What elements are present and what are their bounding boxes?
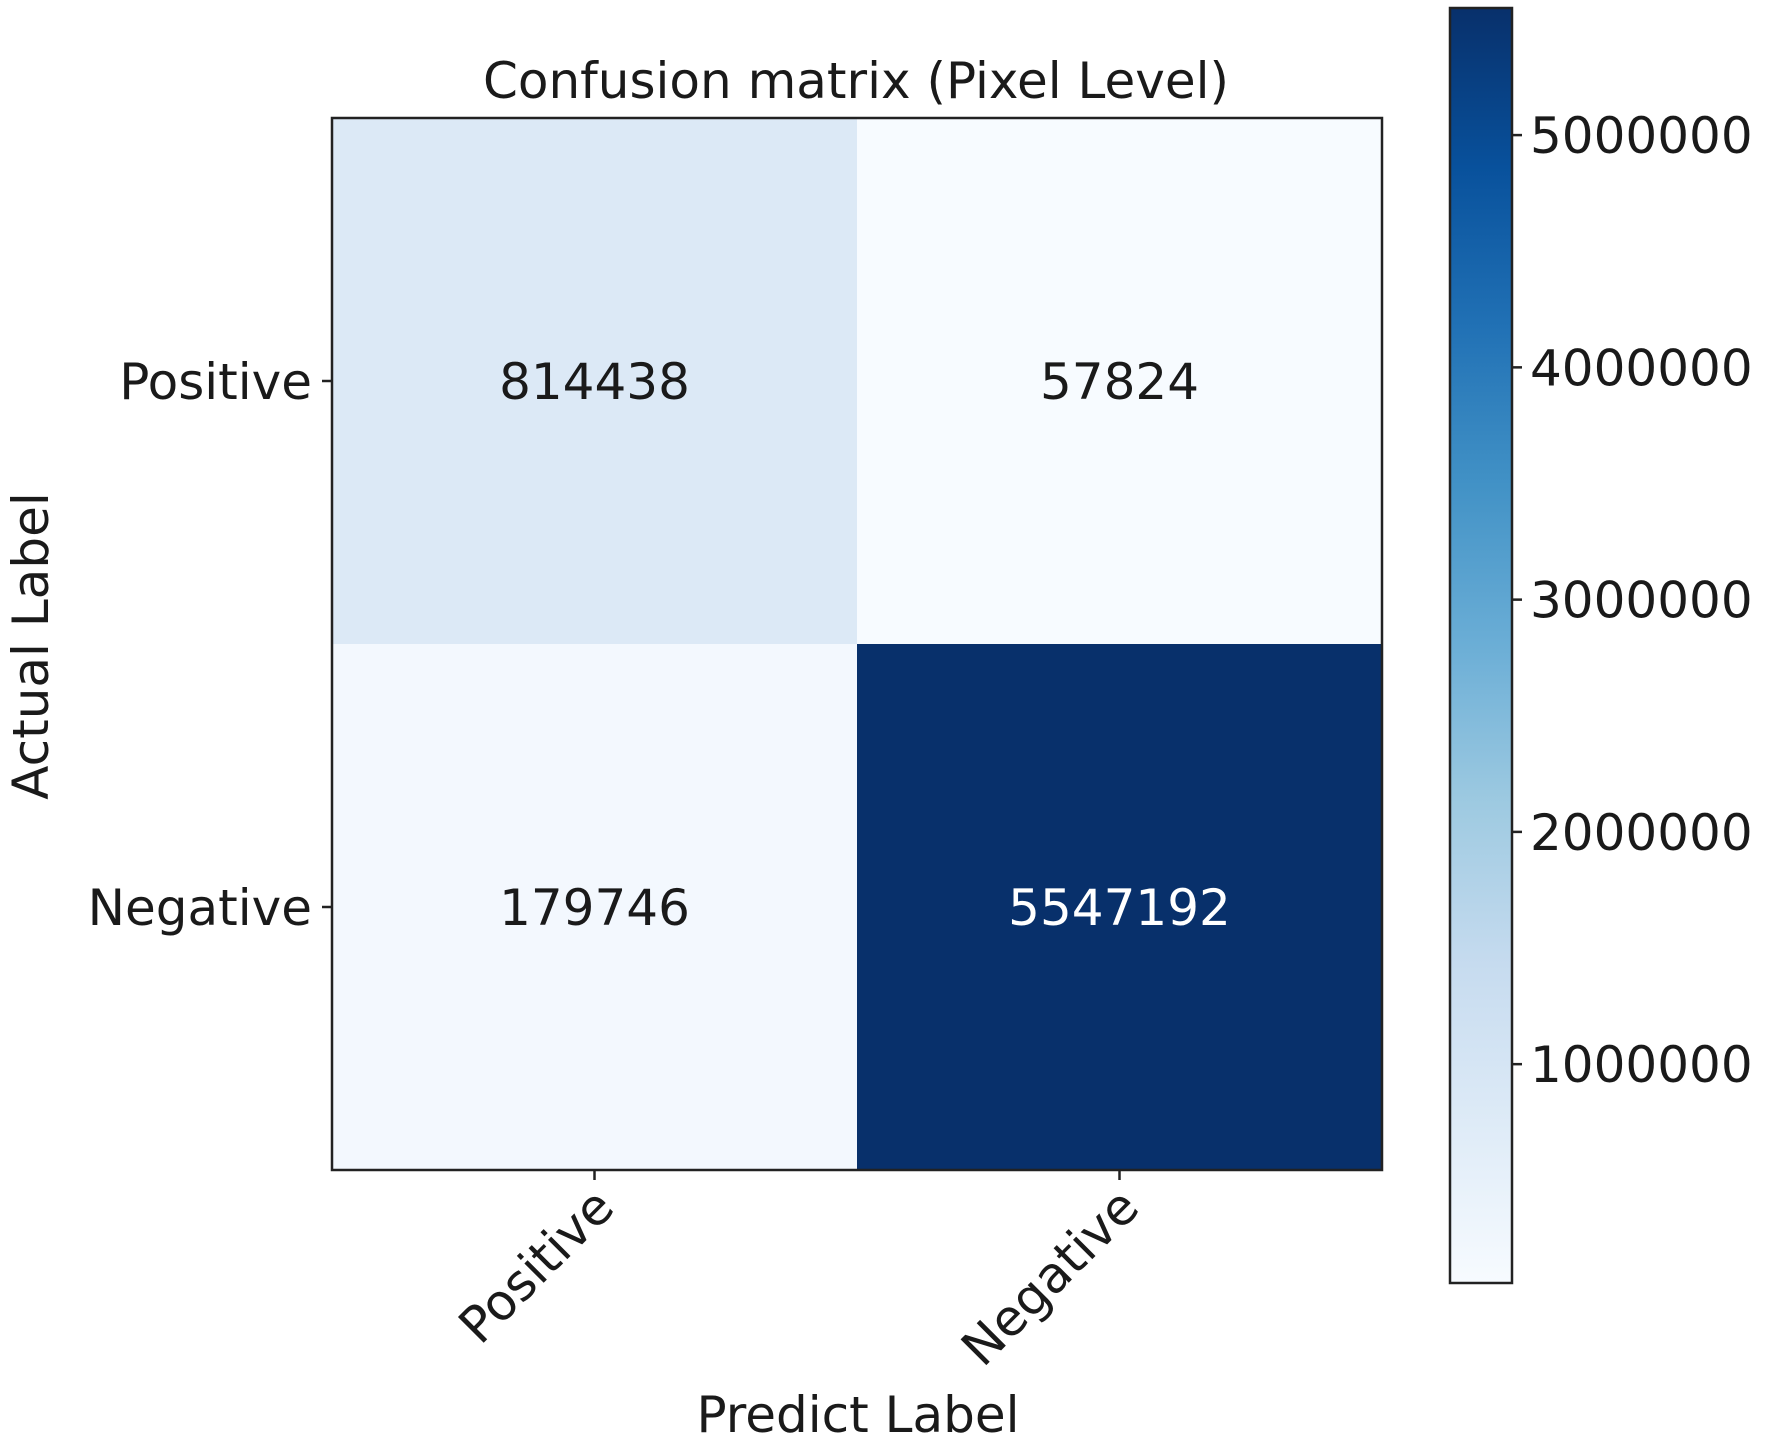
cell-value-label: 814438 [499,353,690,411]
colorbar-tick-label: 4000000 [1530,339,1753,397]
y-tick-label: Negative [88,879,312,937]
x-axis-ticks: Positive Negative [448,1170,1150,1377]
x-tick-label: Negative [950,1177,1150,1377]
y-axis-ticks: Positive Negative [88,353,332,937]
colorbar-tick-label: 1000000 [1530,1036,1753,1094]
colorbar-tick-label: 3000000 [1530,572,1753,630]
y-axis-label: Actual Label [2,492,60,799]
matrix-cell [857,644,1382,1170]
matrix-cell-labels: 814438 57824 179746 5547192 [499,353,1231,937]
cell-value-label: 5547192 [1008,879,1231,937]
cell-value-label: 57824 [1040,353,1199,411]
matrix-cell [857,118,1382,644]
matrix-cell [332,118,857,644]
plot-frame [330,116,1384,1172]
colorbar-ticks: 1000000 2000000 3000000 4000000 5000000 [1512,107,1753,1094]
x-axis-label: Predict Label [697,1386,1020,1443]
colorbar-tick-label: 2000000 [1530,804,1753,862]
matrix-cell [332,644,857,1170]
cell-value-label: 179746 [499,879,690,937]
colorbar-tick-label: 5000000 [1530,107,1753,165]
y-tick-label: Positive [119,353,312,411]
colorbar [1448,6,1514,1285]
x-tick-label: Positive [448,1177,625,1354]
chart-title: Confusion matrix (Pixel Level) [483,52,1229,110]
matrix-cells [332,118,1382,1170]
